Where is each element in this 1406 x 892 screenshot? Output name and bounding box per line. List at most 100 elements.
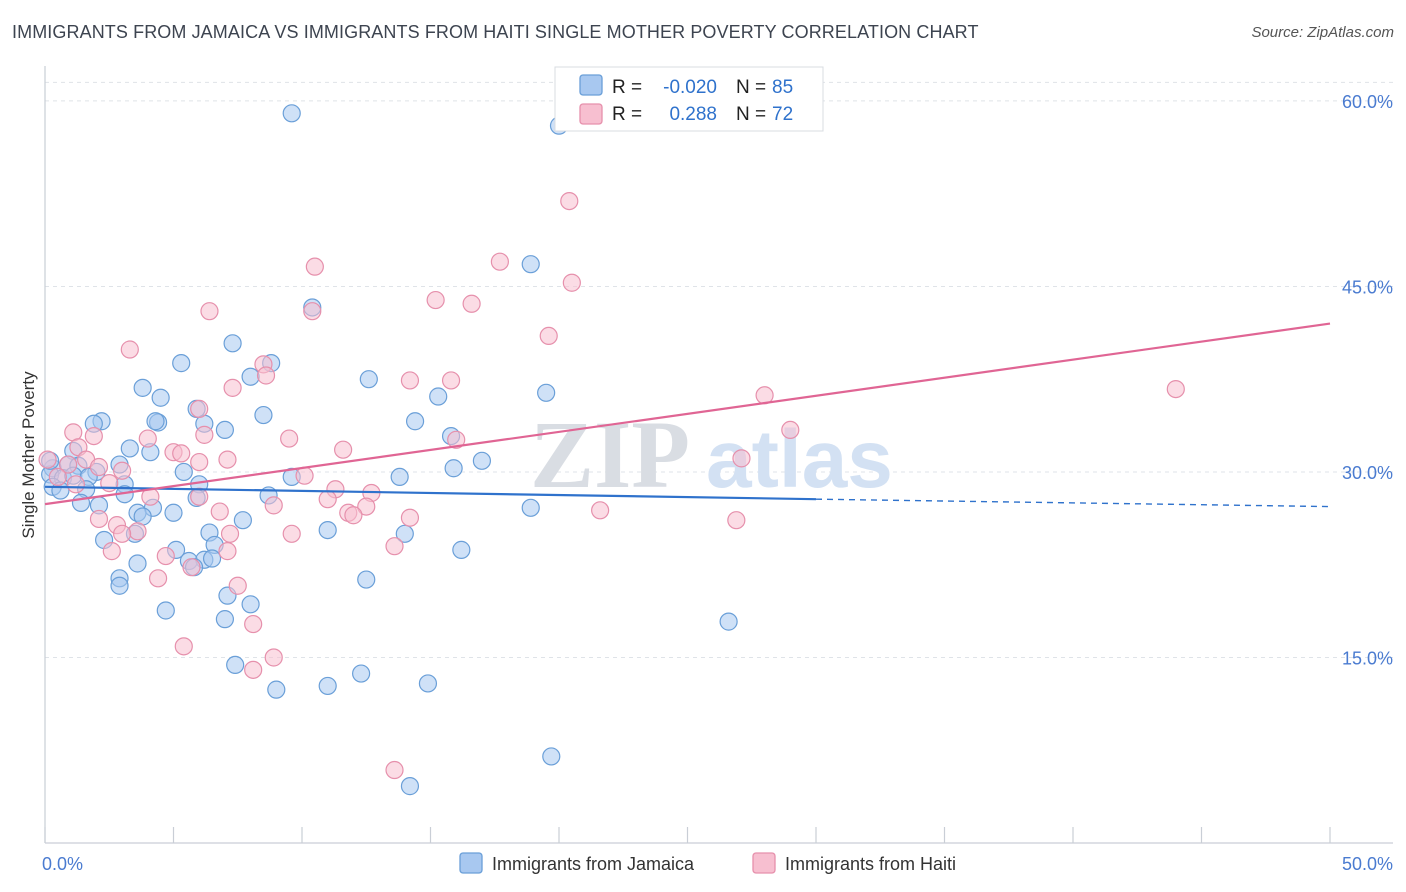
haiti-point (539, 326, 558, 346)
haiti-point (244, 614, 263, 634)
jamaica-point (390, 467, 409, 487)
jamaica-point (357, 570, 376, 589)
haiti-point (200, 302, 219, 321)
haiti-point (89, 457, 109, 477)
jamaica-point (352, 664, 371, 683)
haiti-point (172, 444, 191, 463)
haiti-point (148, 569, 168, 588)
jamaica-point (156, 601, 175, 620)
haiti-point (441, 371, 461, 390)
haiti-point (357, 497, 376, 516)
jamaica-point (542, 747, 561, 766)
legend-label-jamaica: Immigrants from Jamaica (492, 854, 695, 874)
jamaica-point (110, 576, 129, 595)
trendline-haiti (44, 322, 1331, 506)
haiti-point (190, 452, 209, 472)
haiti-point (282, 524, 301, 543)
jamaica-point (537, 383, 556, 402)
haiti-point (334, 440, 353, 459)
legend-swatch-jamaica (459, 852, 483, 874)
haiti-point (732, 449, 751, 468)
jamaica-point (146, 412, 165, 431)
haiti-point (112, 461, 132, 480)
watermark-zip: ZIP (530, 401, 690, 508)
haiti-point (128, 522, 147, 541)
jamaica-point (241, 367, 260, 386)
haiti-point (210, 502, 229, 521)
stats-r-label-haiti: R = (612, 104, 642, 125)
x-tick-label-min: 0.0% (42, 854, 83, 874)
haiti-point (244, 660, 263, 679)
stats-legend-swatch-jamaica (579, 74, 603, 96)
haiti-point (295, 466, 314, 485)
haiti-point (228, 576, 247, 595)
jamaica-point (215, 420, 234, 440)
haiti-point (490, 252, 509, 271)
y-tick-labels: 15.0% 30.0% 45.0% 60.0% (1342, 92, 1393, 669)
jamaica-point (318, 676, 337, 696)
haiti-point (727, 511, 746, 530)
haiti-point (182, 558, 201, 577)
haiti-point (256, 366, 276, 385)
haiti-point (112, 524, 132, 543)
jamaica-point (719, 612, 738, 631)
y-tick-label: 30.0% (1342, 463, 1393, 483)
stats-r-label-jamaica: R = (612, 77, 642, 98)
stats-n-value-jamaica: 85 (772, 77, 793, 98)
y-axis-title: Single Mother Poverty (19, 371, 38, 539)
trendline-jamaica-extension (815, 498, 1331, 508)
haiti-point (591, 501, 610, 520)
jamaica-point (215, 610, 234, 629)
jamaica-point (521, 255, 540, 274)
haiti-point (562, 273, 581, 292)
haiti-point (223, 378, 242, 397)
jamaica-point (202, 549, 222, 568)
haiti-point (89, 509, 109, 529)
y-tick-label: 60.0% (1342, 92, 1393, 112)
series-legend: Immigrants from Jamaica Immigrants from … (459, 852, 956, 874)
jamaica-point (318, 520, 337, 540)
haiti-point (400, 508, 420, 527)
y-tick-label: 15.0% (1342, 648, 1393, 668)
jamaica-point (241, 595, 260, 614)
haiti-point (1166, 379, 1185, 399)
jamaica-point (282, 104, 301, 123)
stats-legend: R = -0.020 N = 85 R = 0.288 N = 72 (554, 66, 824, 132)
jamaica-point (226, 655, 245, 675)
haiti-point (156, 546, 175, 566)
trendlines (44, 322, 1331, 508)
haiti-point (318, 490, 337, 509)
haiti-point (66, 475, 85, 494)
haiti-point (264, 648, 283, 667)
haiti-point (560, 192, 579, 211)
jamaica-point (71, 493, 91, 512)
jamaica-point (405, 412, 425, 431)
haiti-point (385, 760, 404, 780)
source-label: Source: ZipAtlas.com (1251, 24, 1394, 41)
jamaica-point (151, 388, 170, 407)
haiti-point (447, 430, 466, 449)
haiti-point (120, 340, 139, 359)
haiti-point (781, 420, 800, 440)
haiti-point (195, 425, 214, 444)
jamaica-point (452, 540, 471, 559)
stats-r-value-jamaica: -0.020 (663, 77, 717, 98)
stats-legend-swatch-haiti (579, 103, 603, 125)
jamaica-point (444, 459, 463, 478)
jamaica-point (133, 378, 152, 397)
jamaica-point (128, 554, 147, 573)
jamaica-point (172, 354, 191, 373)
haiti-point (102, 542, 121, 561)
haiti-point (190, 399, 209, 418)
jamaica-point (223, 334, 242, 353)
jamaica-point (174, 462, 193, 482)
haiti-point (303, 302, 322, 321)
haiti-point (220, 524, 240, 543)
haiti-point (218, 542, 237, 561)
stats-n-label-jamaica: N = (736, 77, 766, 98)
stats-n-label-haiti: N = (736, 104, 766, 125)
haiti-point (218, 450, 237, 469)
haiti-point (38, 450, 57, 469)
haiti-point (59, 455, 78, 474)
